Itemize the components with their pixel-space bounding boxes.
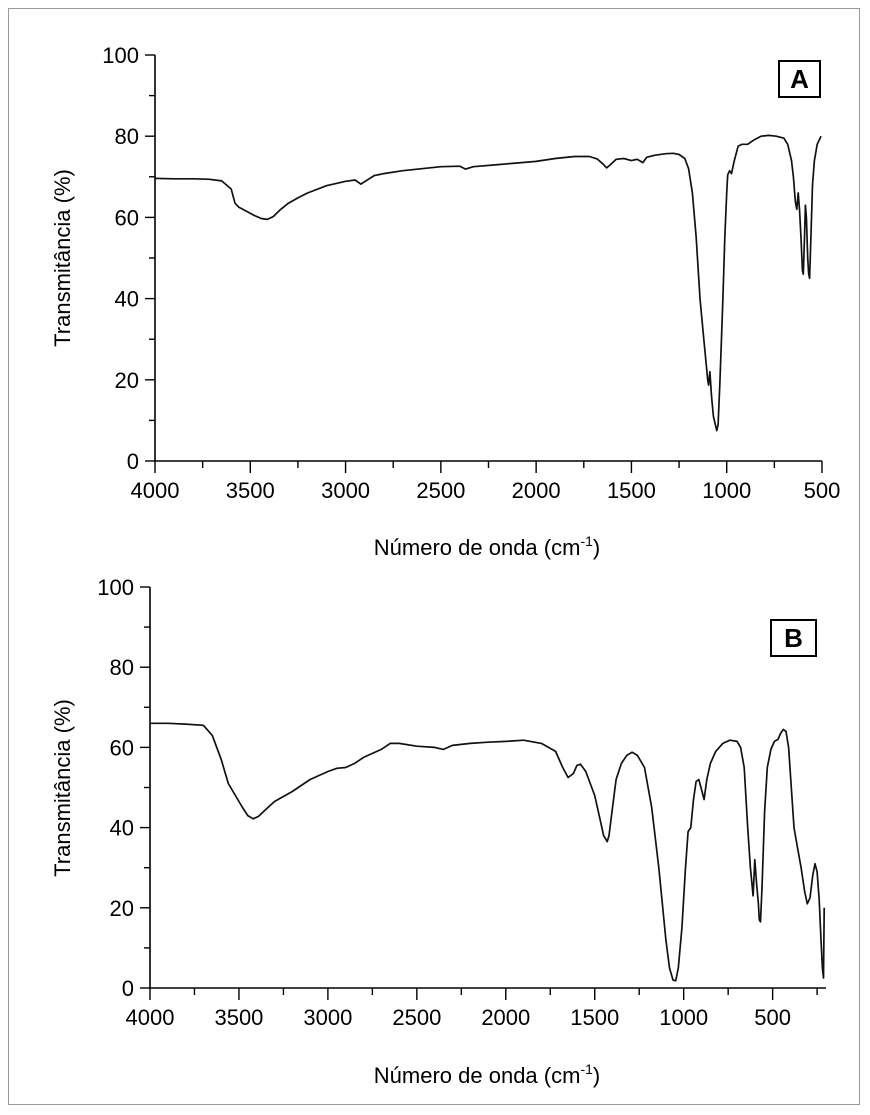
panel-b-x-tick-label: 3500 xyxy=(214,1005,263,1030)
panel-b-x-axis-title: Número de onda (cm-1) xyxy=(374,1061,600,1088)
panel-b-axes: 0 20 40 60 80 100 4000 3500 3000 2500 2000 1500 1000… xyxy=(97,575,826,1030)
panel-a-y-tick-label: 40 xyxy=(115,287,139,312)
panel-b-y-tick-label: 60 xyxy=(110,735,134,760)
panel-a-y-tick-label: 20 xyxy=(115,368,139,393)
panel-a-x-axis-title-text: Número de onda (cm xyxy=(374,535,581,560)
panel-a-label: A xyxy=(790,64,809,94)
panel-b-y-axis-title: Transmitância (%) xyxy=(50,699,75,877)
panel-a-y-tick-label: 80 xyxy=(115,124,139,149)
panel-a-x-tick-label: 2500 xyxy=(416,478,465,503)
panel-b-y-tick-label: 20 xyxy=(110,896,134,921)
panel-a-x-tick-label: 4000 xyxy=(131,478,180,503)
panel-a-x-axis-title: Número de onda (cm-1) xyxy=(374,533,600,560)
panel-a-x-axis-title-sup: -1 xyxy=(580,533,593,549)
panel-b-x-tick-label: 2000 xyxy=(481,1005,530,1030)
panel-a-axes: 0 20 40 60 80 100 4000 3500 3000 2500 2000 1500 1000… xyxy=(102,43,840,503)
panel-a-x-tick-label: 2000 xyxy=(512,478,561,503)
panel-b-x-axis-title-sup: -1 xyxy=(580,1061,593,1077)
panel-b-y-tick-label: 40 xyxy=(110,816,134,841)
panel-b-x-tick-label: 1000 xyxy=(659,1005,708,1030)
panel-b-x-tick-label: 3000 xyxy=(303,1005,352,1030)
panel-b-label: B xyxy=(784,623,803,653)
panel-b-x-axis-title-text: Número de onda (cm xyxy=(374,1063,581,1088)
panel-b-y-tick-label: 100 xyxy=(97,575,134,600)
panel-b-x-tick-label: 1500 xyxy=(570,1005,619,1030)
figure-frame xyxy=(8,8,860,1105)
panel-b-y-tick-label: 80 xyxy=(110,655,134,680)
panel-a-x-axis-title-end: ) xyxy=(593,535,600,560)
panel-a-y-tick-label: 100 xyxy=(102,43,139,68)
panel-a-x-tick-label: 1000 xyxy=(702,478,751,503)
panel-a: A 0 20 40 60 80 100 4000 3500 3000 2500 2000 1500 10… xyxy=(50,43,840,560)
panel-a-spectrum-line xyxy=(154,134,822,432)
panel-a-y-axis-title: Transmitância (%) xyxy=(50,169,75,347)
panel-a-x-tick-label: 3000 xyxy=(321,478,370,503)
panel-b-x-axis-title-end: ) xyxy=(593,1063,600,1088)
panel-a-y-tick-label: 0 xyxy=(127,449,139,474)
panel-a-x-tick-label: 3500 xyxy=(226,478,275,503)
panel-b-x-tick-label: 2500 xyxy=(392,1005,441,1030)
panel-b-spectrum-line xyxy=(150,722,826,982)
panel-a-y-tick-label: 60 xyxy=(115,205,139,230)
panel-b-x-tick-label: 4000 xyxy=(126,1005,175,1030)
panel-a-x-tick-label: 1500 xyxy=(607,478,656,503)
panel-b: B 0 20 40 60 80 100 4000 3500 3000 2500 2000 1500 10… xyxy=(50,575,826,1088)
panel-b-y-tick-label: 0 xyxy=(122,976,134,1001)
panel-b-x-tick-label: 500 xyxy=(754,1005,791,1030)
panel-a-label-box xyxy=(778,60,821,98)
panel-b-label-box xyxy=(770,619,817,657)
panel-a-x-tick-label: 500 xyxy=(804,478,841,503)
